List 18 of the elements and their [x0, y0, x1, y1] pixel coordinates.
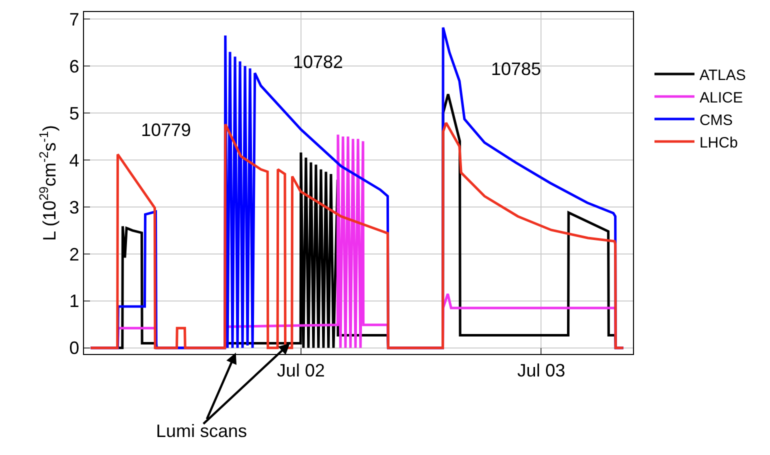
x-tick-label: Jul 03: [517, 360, 566, 381]
y-tick-label: 1: [69, 291, 80, 312]
annotation: 10779: [141, 120, 192, 140]
legend-label: CMS: [699, 112, 733, 129]
y-tick-label: 7: [69, 9, 80, 30]
y-tick-label: 6: [69, 56, 80, 76]
legend-label: ATLAS: [699, 66, 746, 84]
annotation: 10785: [491, 59, 542, 79]
legend-label: LHCb: [699, 134, 738, 152]
annotation: Lumi scans: [156, 421, 248, 441]
x-tick-label: Jul 02: [276, 360, 325, 381]
annotation: 10782: [293, 52, 344, 72]
y-tick-label: 4: [69, 150, 80, 170]
y-tick-label: 2: [69, 244, 80, 264]
y-tick-label: 5: [69, 103, 80, 124]
y-tick-label: 0: [69, 338, 80, 358]
legend-label: ALICE: [699, 89, 743, 106]
y-tick-label: 3: [69, 197, 80, 218]
